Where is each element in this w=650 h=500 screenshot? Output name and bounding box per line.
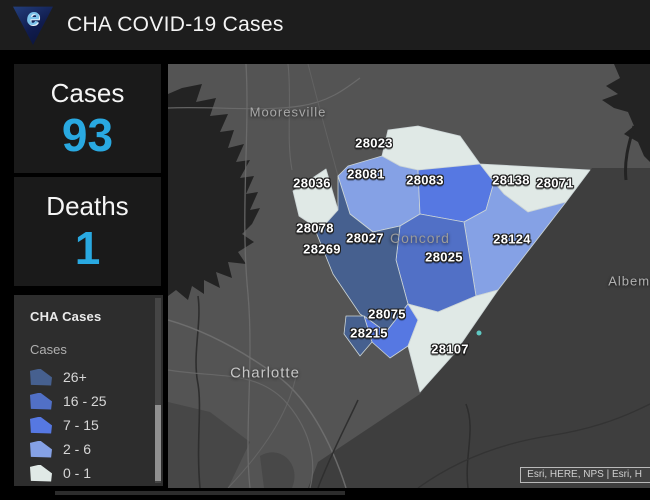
legend-item-16-25: 16 - 25 bbox=[30, 389, 163, 413]
cases-label: Cases bbox=[50, 78, 125, 108]
terrain-patch bbox=[260, 452, 295, 488]
legend-item-label: 2 - 6 bbox=[63, 441, 92, 457]
zip-area-28025[interactable] bbox=[395, 213, 477, 313]
page-title: CHA COVID-19 Cases bbox=[67, 13, 284, 36]
creek bbox=[317, 399, 359, 488]
road bbox=[227, 375, 297, 488]
legend-item-0-1: 0 - 1 bbox=[30, 461, 163, 485]
cases-card: Cases 93 bbox=[14, 64, 161, 173]
river bbox=[195, 295, 201, 488]
deaths-label: Deaths bbox=[46, 191, 129, 221]
road bbox=[244, 64, 251, 488]
legend-swatch-icon bbox=[30, 464, 52, 482]
lake-northeast bbox=[602, 64, 650, 162]
legend-swatch-icon bbox=[30, 392, 52, 410]
map-attribution: Esri, HERE, NPS | Esri, H bbox=[520, 467, 650, 483]
zip-polygons bbox=[292, 125, 591, 393]
legend-panel: CHA Cases Cases 26+ 16 - 25 7 - 15 2 - 6 0 -… bbox=[14, 295, 163, 486]
legend-items: 26+ 16 - 25 7 - 15 2 - 6 0 - 1 bbox=[30, 365, 163, 485]
road bbox=[168, 369, 314, 488]
legend-item-26+: 26+ bbox=[30, 365, 163, 389]
map-view[interactable]: MooresvilleConcordCharlotteAlbemarle 280… bbox=[168, 64, 650, 488]
road bbox=[168, 77, 361, 110]
deaths-card: Deaths 1 bbox=[14, 177, 161, 286]
legend-item-label: 0 - 1 bbox=[63, 465, 92, 481]
cases-value: 93 bbox=[61, 109, 114, 161]
legend-item-2-6: 2 - 6 bbox=[30, 437, 163, 461]
creek bbox=[465, 403, 471, 488]
zip-area-28107[interactable] bbox=[407, 289, 499, 393]
cha-logo-icon: e bbox=[13, 4, 53, 45]
legend-swatch-icon bbox=[30, 440, 52, 458]
horizontal-scrollbar[interactable] bbox=[55, 491, 345, 495]
legend-subtitle: Cases bbox=[30, 342, 67, 357]
legend-item-label: 16 - 25 bbox=[63, 393, 107, 409]
county-boundary bbox=[307, 64, 339, 177]
deaths-value: 1 bbox=[74, 222, 101, 274]
legend-title: CHA Cases bbox=[30, 309, 102, 324]
basemap-dark-terrain bbox=[308, 168, 650, 488]
legend-item-label: 7 - 15 bbox=[63, 417, 99, 433]
legend-swatch-icon bbox=[30, 368, 52, 386]
legend-item-7-15: 7 - 15 bbox=[30, 413, 163, 437]
legend-swatch-icon bbox=[30, 416, 52, 434]
legend-scrollbar[interactable] bbox=[155, 298, 161, 483]
terrain-patch bbox=[168, 402, 250, 488]
creek bbox=[417, 403, 650, 488]
basemap bbox=[168, 64, 650, 488]
river bbox=[624, 125, 636, 181]
road bbox=[168, 319, 347, 488]
legend-scrollbar-thumb[interactable] bbox=[155, 405, 161, 482]
legend-item-label: 26+ bbox=[63, 369, 87, 385]
lake-norman bbox=[168, 84, 260, 300]
cha-logo-letter: e bbox=[26, 4, 40, 31]
poi-dot bbox=[476, 330, 482, 336]
app-header: e CHA COVID-19 Cases bbox=[0, 0, 650, 50]
zip-area-28215[interactable] bbox=[343, 315, 373, 357]
road bbox=[287, 64, 293, 171]
